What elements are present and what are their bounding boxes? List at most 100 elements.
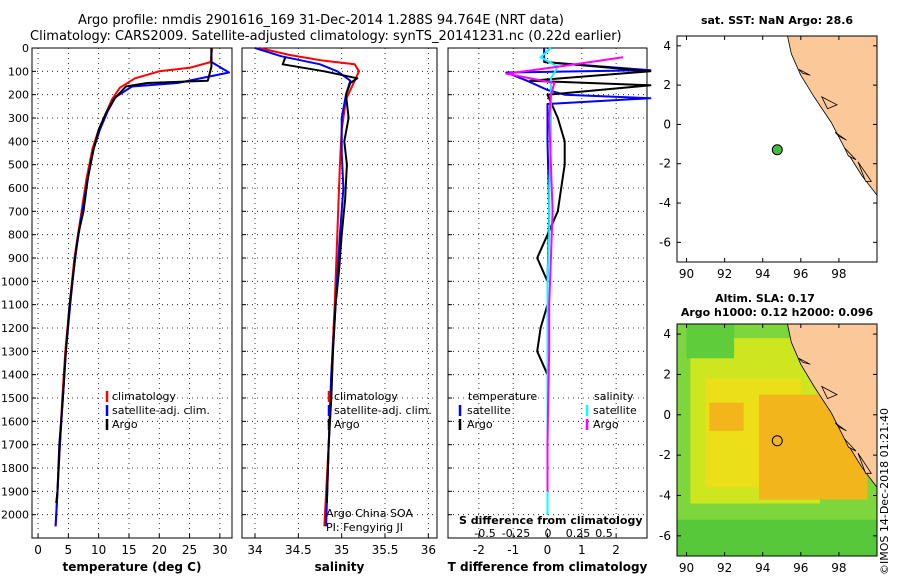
- map_sst-island: [844, 147, 857, 161]
- differences-panel: [447, 47, 652, 539]
- temperature-ytick-label: 1200: [1, 322, 29, 335]
- diff-legend-salinity-title: salinity: [594, 390, 634, 403]
- map_sla-xtick-label: 98: [831, 561, 846, 575]
- differences-xtick-label: 1: [578, 543, 586, 557]
- temperature-ytick-label: 1500: [1, 392, 29, 405]
- diff-legend-temperature-title: temperature: [468, 390, 537, 403]
- temperature-legend-label: satellite-adj. clim.: [112, 404, 210, 417]
- temperature-ytick-label: 1800: [1, 462, 29, 475]
- map_sst-map: [676, 35, 878, 263]
- map-bottom-title2: Argo h1000: 0.12 h2000: 0.096: [681, 306, 874, 319]
- temperature-ytick-label: 1300: [1, 345, 29, 358]
- salinity-xtick-label: 35: [334, 543, 349, 557]
- temperature-ytick-label: 700: [8, 205, 29, 218]
- map_sla-xtick-label: 96: [793, 561, 808, 575]
- map_sla-map: [676, 323, 878, 557]
- diff-s-tick-label: 0: [545, 527, 552, 540]
- temperature-xtick-label: 25: [182, 543, 197, 557]
- map_sla-argo-point: [771, 435, 783, 447]
- diff-legend-temp-label: satellite: [467, 404, 511, 417]
- map-bottom-title1: Altim. SLA: 0.17: [715, 292, 815, 305]
- map_sst-ytick-label: -2: [659, 157, 671, 171]
- map_sla-ytick-label: -2: [659, 448, 671, 462]
- salinity-legend-label: Argo: [334, 418, 360, 431]
- map_sst-ytick-label: 4: [663, 39, 671, 53]
- differences-xlabel: T difference from climatology: [448, 560, 648, 574]
- map_sst-argo-point: [771, 144, 783, 156]
- map_sst-ytick-label: 2: [663, 78, 671, 92]
- map_sst-island: [820, 95, 838, 110]
- salinity-xlabel: salinity: [315, 560, 365, 574]
- salinity-panel: [241, 47, 438, 539]
- map_sla-ytick-label: 0: [663, 408, 671, 422]
- map_sst-ytick-label: 0: [663, 117, 671, 131]
- diff-s-tick-label: 0.25: [566, 527, 591, 540]
- temperature-ytick-label: 900: [8, 252, 29, 265]
- temperature-ytick-label: 1100: [1, 299, 29, 312]
- map_sla-field-south: [677, 519, 877, 556]
- map_sst-island: [798, 69, 811, 76]
- map_sla-island: [798, 357, 811, 365]
- temperature-ytick-label: 1400: [1, 369, 29, 382]
- temperature-ytick-label: 0: [22, 42, 29, 55]
- map_sla-frame: [676, 323, 878, 557]
- map_sla-field-nw: [686, 324, 735, 359]
- temperature-ytick-label: 1000: [1, 275, 29, 288]
- map_sla-ytick-label: 4: [663, 327, 671, 341]
- temperature-xlabel: temperature (deg C): [63, 560, 202, 574]
- differences-xtick-label: 2: [612, 543, 620, 557]
- map_sla-ytick-label: -6: [659, 529, 671, 543]
- temperature-ytick-label: 2000: [1, 509, 29, 522]
- salinity-frame: [241, 47, 438, 539]
- map_sla-xtick-label: 90: [679, 561, 694, 575]
- map_sst-xtick-label: 94: [755, 267, 770, 281]
- differences-xtick-label: -1: [507, 543, 519, 557]
- map_sst-ytick-label: -6: [659, 235, 671, 249]
- diff-legend-sal-label: satellite: [593, 404, 637, 417]
- differences-xtick-label: 0: [544, 543, 552, 557]
- temperature-ytick-label: 1900: [1, 485, 29, 498]
- temperature-ytick-label: 800: [8, 229, 29, 242]
- salinity-xtick-label: 34.5: [285, 543, 312, 557]
- map_sla-island: [857, 452, 873, 474]
- temperature-ytick-label: 100: [8, 65, 29, 78]
- temperature-ytick-label: 300: [8, 112, 29, 125]
- diff-s-tick-label: 0.5: [595, 527, 613, 540]
- salinity-xtick-label: 36: [421, 543, 436, 557]
- temperature-panel: [31, 47, 233, 539]
- salinity-legend-label: climatology: [334, 390, 398, 403]
- map_sst-island: [857, 161, 873, 182]
- map_sst-frame: [676, 35, 878, 263]
- differences-series-temperature-argo: [529, 61, 652, 515]
- differences-series-salinity-argo: [505, 56, 624, 492]
- salinity-xtick-label: 34: [247, 543, 262, 557]
- diff-legend-temp-label: Argo: [467, 418, 493, 431]
- differences-xtick-label: -2: [473, 543, 485, 557]
- temperature-xtick-label: 20: [152, 543, 167, 557]
- chart-title-line2: Climatology: CARS2009. Satellite-adjuste…: [30, 29, 622, 44]
- temperature-ytick-label: 500: [8, 159, 29, 172]
- temperature-xtick-label: 0: [34, 543, 42, 557]
- credit-text: ©IMOS 14-Dec-2018 01:21:40: [878, 408, 891, 575]
- temperature-xtick-label: 30: [212, 543, 227, 557]
- map_sla-island: [834, 422, 847, 432]
- map_sla-island: [820, 385, 838, 400]
- map_sst-xtick-label: 90: [679, 267, 694, 281]
- salinity-annotation-line1: Argo China SOA: [326, 507, 413, 520]
- temperature-xtick-label: 5: [65, 543, 73, 557]
- map_sst-island: [834, 131, 847, 141]
- map_sst-xtick-label: 96: [793, 267, 808, 281]
- temperature-legend-label: Argo: [112, 418, 138, 431]
- salinity-series-argo: [281, 56, 359, 504]
- map_sst-xtick-label: 92: [717, 267, 732, 281]
- salinity-annotation-line2: PI: Fengying JI: [326, 521, 403, 534]
- temperature-series-argo: [55, 48, 213, 504]
- diff-s-tick-label: -0.5: [474, 527, 495, 540]
- map_sla-xtick-label: 94: [755, 561, 770, 575]
- temperature-ytick-label: 1700: [1, 439, 29, 452]
- map_sla-island: [844, 438, 857, 452]
- salinity-xtick-label: 35.5: [372, 543, 399, 557]
- diff-legend-sal-label: Argo: [593, 418, 619, 431]
- map_sla-field-orange2: [709, 402, 744, 431]
